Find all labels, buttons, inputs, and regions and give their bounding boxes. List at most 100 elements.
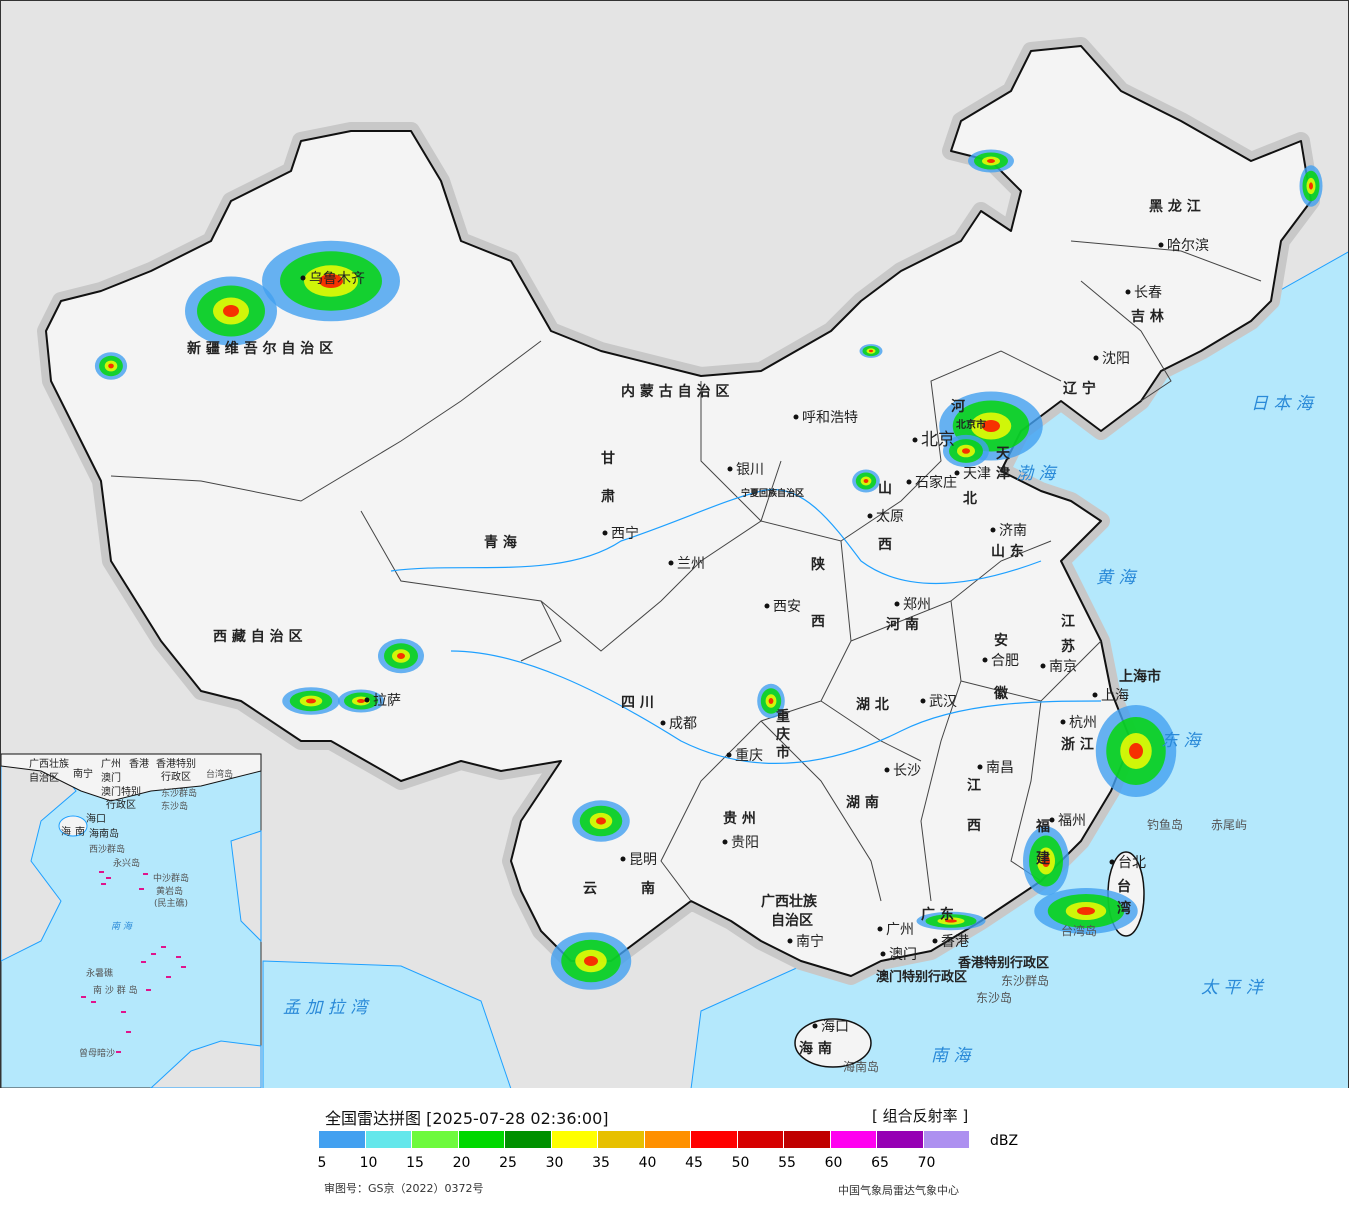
radar-echo: [108, 363, 114, 369]
inset-label: 中沙群岛: [153, 872, 189, 884]
inset-label: 澳门: [101, 771, 121, 784]
city-label: 海口: [821, 1019, 849, 1035]
city-label: 呼和浩特: [802, 410, 858, 426]
city-marker: [1092, 692, 1098, 698]
color-swatch: [691, 1131, 737, 1148]
province-label: 西: [878, 537, 892, 553]
province-label: 甘: [601, 450, 615, 467]
province-label: 广西壮族: [761, 893, 818, 910]
city-label: 重庆: [735, 748, 763, 764]
scale-tick: 70: [917, 1155, 936, 1171]
province-label: 内 蒙 古 自 治 区: [621, 383, 729, 400]
inset-label: 澳门特别: [101, 785, 141, 798]
radar-echo: [863, 479, 869, 483]
scale-tick: 40: [638, 1155, 657, 1171]
color-swatch: [319, 1131, 365, 1148]
city-label: 杭州: [1069, 715, 1097, 731]
city-label: 武汉: [929, 694, 957, 710]
city-label: 石家庄: [915, 474, 957, 491]
city-label: 南宁: [796, 933, 824, 950]
radar-echo: [869, 349, 873, 353]
radar-echo: [945, 919, 957, 923]
province-label: 辽 宁: [1063, 380, 1096, 397]
map-approval-number: 审图号：GS京（2022）0372号: [324, 1182, 484, 1195]
province-label: 吉 林: [1131, 308, 1164, 325]
province-label: 四 川: [621, 695, 654, 711]
scale-tick: 5: [317, 1155, 327, 1171]
color-swatch: [458, 1131, 504, 1148]
product-label: [ 组合反射率 ]: [872, 1107, 969, 1125]
inset-label: 行政区: [161, 770, 191, 783]
color-swatch: [784, 1131, 830, 1148]
inset-label: 行政区: [106, 798, 136, 811]
inset-label: 南 海: [111, 921, 134, 932]
province-label: 河 南: [886, 616, 919, 633]
color-swatch: [830, 1131, 876, 1148]
map-labels: 新 疆 维 吾 尔 自 治 区西 藏 自 治 区 青 海 甘肃 内 蒙 古 自 治 区…: [187, 198, 1316, 1074]
inset-label: 永暑礁: [86, 967, 113, 979]
city-label: 贵阳: [731, 835, 759, 851]
city-marker: [787, 938, 793, 944]
city-marker: [1125, 289, 1131, 295]
city-marker: [602, 530, 608, 536]
city-marker: [884, 767, 890, 773]
island-label: 东沙群岛: [1001, 973, 1049, 988]
inset-label: 曾母暗沙: [79, 1047, 115, 1059]
radar-echo: [357, 699, 365, 703]
province-label: 江: [967, 777, 981, 794]
reef-marker: [146, 989, 151, 991]
reef-marker: [99, 871, 104, 873]
city-marker: [300, 275, 306, 281]
city-label: 上海: [1101, 688, 1129, 704]
radar-echo: [1077, 907, 1095, 915]
province-label: 广 东: [921, 906, 954, 923]
city-marker: [894, 601, 900, 607]
province-label: 市: [776, 744, 790, 761]
city-marker: [912, 437, 918, 443]
inset-label: 海口: [86, 812, 106, 825]
province-label: 安: [994, 632, 1008, 649]
inset-label: 黄岩岛: [156, 885, 183, 897]
province-label: 山 东: [991, 543, 1024, 560]
city-label: 郑州: [903, 597, 931, 613]
inset-label: 香港特别: [156, 758, 196, 770]
radar-echo: [397, 653, 405, 659]
reef-marker: [101, 883, 106, 885]
scale-tick: 60: [824, 1155, 843, 1171]
city-label: 银川: [736, 462, 764, 478]
province-label: 山: [878, 481, 892, 497]
city-label: 西安: [773, 599, 801, 615]
city-marker: [812, 1023, 818, 1029]
province-label: 澳门特别行政区: [876, 969, 967, 985]
reef-marker: [181, 966, 186, 968]
radar-echo: [1042, 855, 1050, 867]
city-marker: [1049, 817, 1055, 823]
province-label: 津: [996, 465, 1010, 482]
city-label: 成都: [669, 716, 697, 732]
province-label: 青 海: [484, 534, 517, 551]
city-label: 太原: [876, 509, 904, 525]
province-label: 西 藏 自 治 区: [213, 628, 303, 645]
scale-tick: 30: [545, 1155, 564, 1171]
color-swatch: [877, 1131, 923, 1148]
island-label: 赤尾屿: [1211, 818, 1247, 832]
province-label: 西: [811, 614, 825, 630]
province-label: 自治区: [771, 912, 813, 929]
city-marker: [977, 764, 983, 770]
city-label: 济南: [999, 523, 1027, 539]
color-swatch: [737, 1131, 783, 1148]
city-marker: [660, 720, 666, 726]
inset-label: 广州: [101, 758, 121, 770]
city-marker: [867, 513, 873, 519]
radar-map[interactable]: 新 疆 维 吾 尔 自 治 区西 藏 自 治 区 青 海 甘肃 内 蒙 古 自 治 区…: [1, 1, 1348, 1088]
sea-label: 南 海: [931, 1046, 973, 1066]
radar-echo: [596, 817, 606, 825]
inset-label: (民主礁): [154, 897, 188, 909]
inset-label: 东沙群岛: [161, 787, 197, 799]
city-marker: [722, 839, 728, 845]
city-marker: [726, 752, 732, 758]
city-marker: [1158, 242, 1164, 248]
scale-tick: 45: [685, 1155, 703, 1171]
radar-echo: [319, 274, 343, 288]
province-label: 西: [967, 818, 981, 834]
